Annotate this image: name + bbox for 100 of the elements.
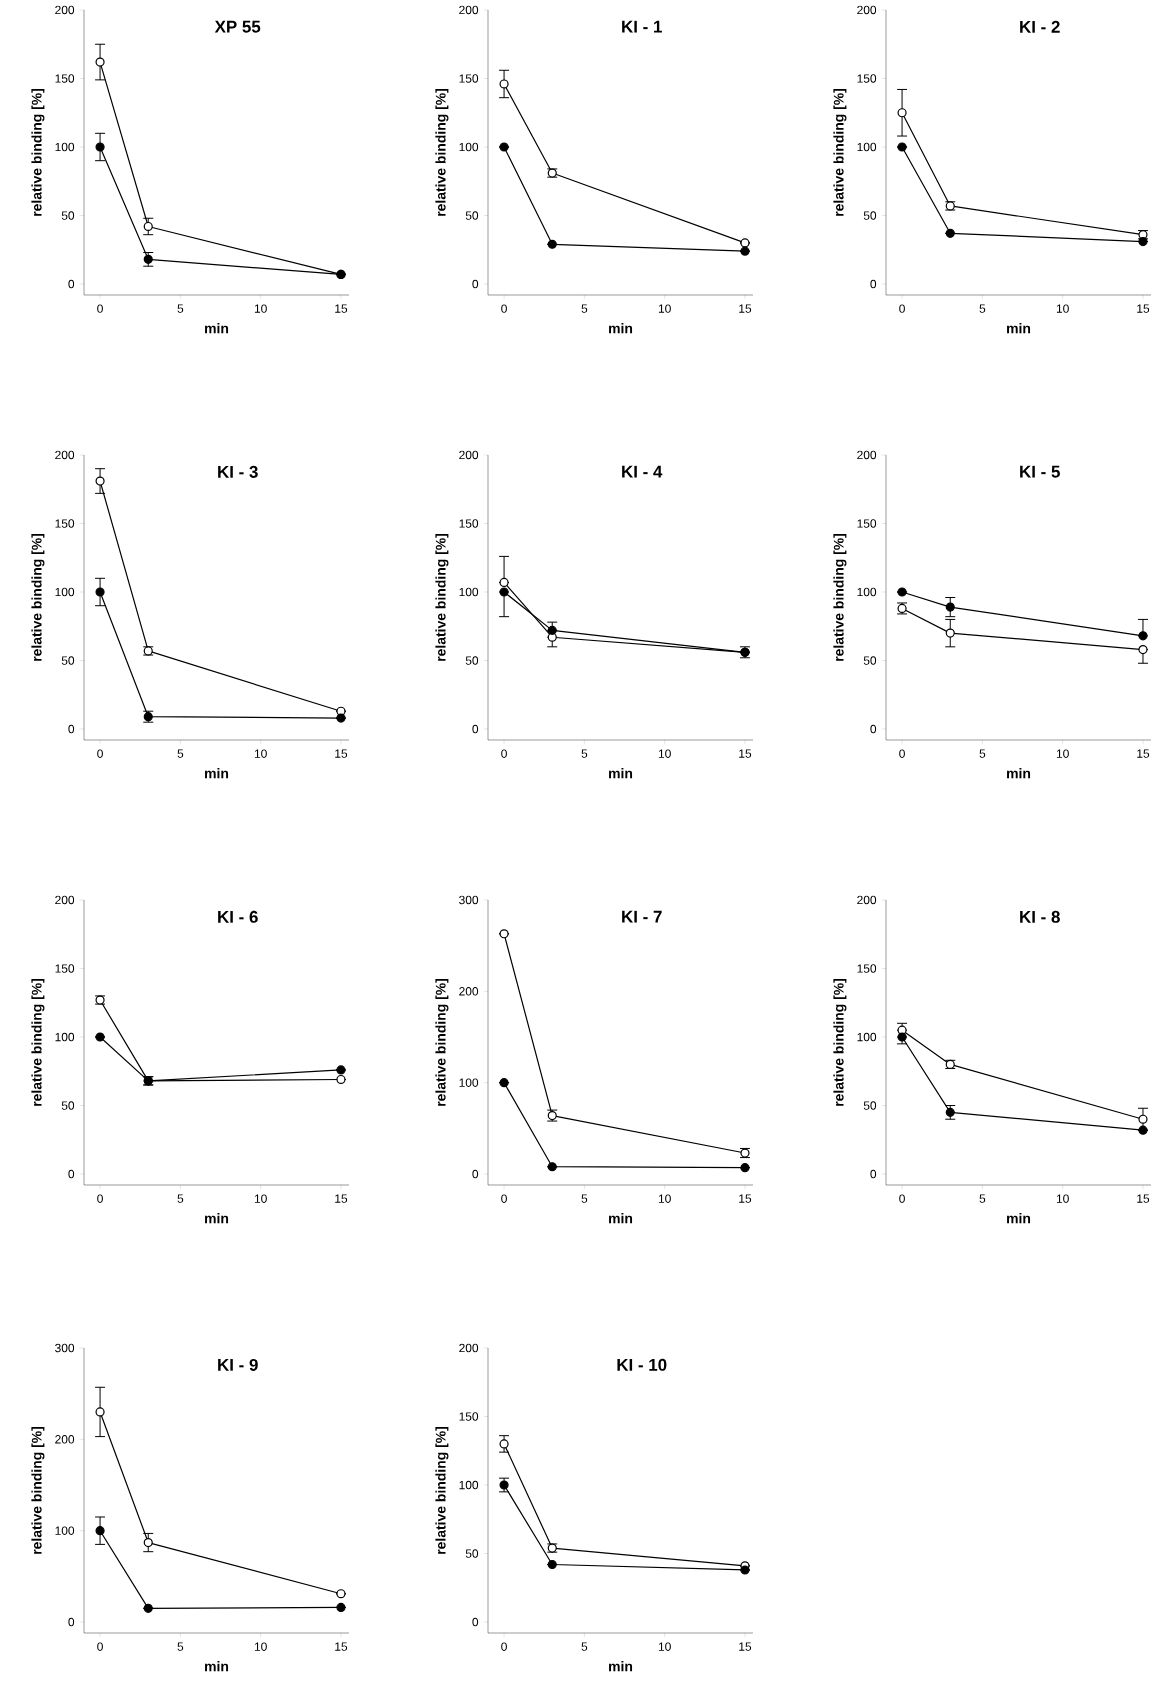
y-tick-label: 100	[857, 142, 877, 152]
x-tick-label: 0	[97, 1642, 103, 1651]
y-tick-label: 100	[459, 1480, 479, 1490]
x-tick-label: 10	[1056, 1194, 1069, 1203]
y-tick-label: 50	[465, 211, 479, 220]
y-tick-label: 50	[61, 1101, 75, 1110]
x-axis-title: min	[205, 1661, 229, 1672]
y-tick-label: 100	[459, 142, 479, 152]
x-axis-title: min	[1007, 1213, 1031, 1224]
x-axis-title: min	[609, 323, 633, 334]
y-tick-label: 150	[857, 74, 877, 83]
x-tick-label: 15	[1137, 749, 1150, 758]
y-axis-title: relative binding [%]	[31, 88, 45, 216]
y-axis-title: relative binding [%]	[833, 88, 847, 216]
y-tick-label: 100	[857, 587, 877, 597]
y-tick-label: 200	[857, 5, 877, 15]
x-tick-label: 5	[177, 749, 184, 758]
y-tick-label: 200	[55, 5, 75, 15]
x-tick-label: 15	[739, 1642, 752, 1651]
y-tick-label: 0	[68, 724, 75, 734]
x-tick-label: 10	[254, 1194, 267, 1203]
chart-title: KI - 3	[218, 465, 258, 478]
y-axis-title: relative binding [%]	[31, 978, 45, 1106]
y-tick-label: 0	[472, 279, 479, 289]
y-tick-label: 0	[472, 724, 479, 734]
y-tick-label: 0	[472, 1169, 479, 1179]
chart-title: KI - 1	[622, 20, 662, 33]
x-tick-label: 15	[335, 1642, 348, 1651]
x-axis-title: min	[205, 1213, 229, 1224]
x-tick-label: 15	[1137, 1194, 1150, 1203]
chart-title: XP 55	[214, 20, 261, 33]
y-tick-label: 200	[857, 895, 877, 905]
chart-title: KI - 6	[218, 910, 258, 923]
x-tick-label: 5	[581, 1642, 588, 1651]
x-axis-title: min	[205, 323, 229, 334]
y-tick-label: 0	[68, 1617, 75, 1627]
x-axis-title: min	[205, 768, 229, 779]
y-tick-label: 150	[55, 519, 75, 528]
x-axis-title: min	[609, 768, 633, 779]
chart-title: KI - 7	[622, 910, 662, 923]
y-tick-label: 150	[857, 519, 877, 528]
x-axis-title: min	[1007, 768, 1031, 779]
y-tick-label: 150	[459, 74, 479, 83]
chart-title: KI - 2	[1020, 20, 1060, 33]
chart-title: KI - 4	[622, 465, 663, 478]
y-tick-label: 200	[55, 450, 75, 460]
y-tick-label: 200	[857, 450, 877, 460]
y-tick-label: 100	[55, 1032, 75, 1042]
y-tick-label: 200	[55, 895, 75, 905]
x-tick-label: 5	[979, 749, 986, 758]
y-axis-title: relative binding [%]	[31, 1426, 45, 1554]
y-tick-label: 0	[68, 279, 75, 289]
y-tick-label: 100	[459, 1078, 479, 1087]
x-tick-label: 15	[739, 1194, 752, 1203]
x-tick-label: 15	[739, 304, 752, 313]
x-tick-label: 15	[335, 749, 348, 758]
x-tick-label: 0	[501, 749, 507, 758]
y-tick-label: 100	[857, 1032, 877, 1042]
y-tick-label: 300	[55, 1343, 75, 1353]
y-tick-label: 200	[459, 1343, 479, 1353]
x-tick-label: 10	[1056, 304, 1069, 313]
y-tick-label: 0	[68, 1169, 75, 1179]
y-tick-label: 150	[55, 74, 75, 83]
y-axis-title: relative binding [%]	[833, 978, 847, 1106]
chart-title: KI - 10	[617, 1358, 667, 1371]
y-tick-label: 100	[459, 587, 479, 597]
x-tick-label: 5	[581, 749, 588, 758]
x-tick-label: 5	[177, 1194, 184, 1203]
x-tick-label: 0	[899, 1194, 905, 1203]
x-tick-label: 15	[1137, 304, 1150, 313]
y-tick-label: 150	[459, 519, 479, 528]
y-axis-title: relative binding [%]	[435, 1426, 449, 1554]
y-tick-label: 0	[870, 724, 877, 734]
y-tick-label: 300	[459, 895, 479, 905]
chart-title: KI - 9	[218, 1358, 258, 1371]
x-axis-title: min	[609, 1213, 633, 1224]
y-axis-title: relative binding [%]	[435, 88, 449, 216]
y-tick-label: 200	[459, 450, 479, 460]
y-tick-label: 200	[459, 5, 479, 15]
x-tick-label: 10	[658, 1194, 671, 1203]
x-tick-label: 0	[97, 304, 103, 313]
x-tick-label: 5	[177, 304, 184, 313]
x-tick-label: 10	[658, 304, 671, 313]
y-tick-label: 0	[870, 279, 877, 289]
y-axis-title: relative binding [%]	[435, 978, 449, 1106]
x-tick-label: 0	[899, 749, 905, 758]
y-tick-label: 150	[459, 1412, 479, 1421]
x-tick-label: 10	[254, 304, 267, 313]
x-tick-label: 0	[501, 304, 507, 313]
y-tick-label: 50	[863, 211, 877, 220]
y-tick-label: 150	[55, 964, 75, 973]
x-tick-label: 15	[335, 1194, 348, 1203]
x-tick-label: 5	[979, 1194, 986, 1203]
x-tick-label: 0	[899, 304, 905, 313]
x-axis-title: min	[609, 1661, 633, 1672]
chart-title: KI - 5	[1020, 465, 1060, 478]
chart-title: KI - 8	[1020, 910, 1060, 923]
x-tick-label: 10	[658, 1642, 671, 1651]
y-tick-label: 50	[863, 1101, 877, 1110]
x-tick-label: 5	[581, 1194, 588, 1203]
